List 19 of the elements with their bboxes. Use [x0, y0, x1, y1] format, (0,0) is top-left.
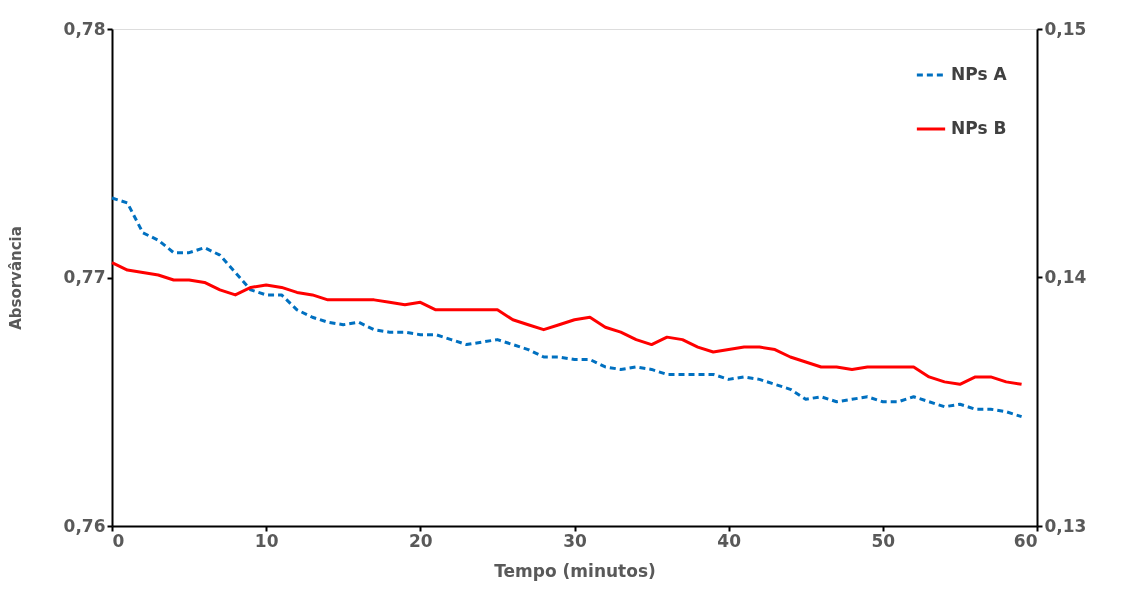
- line-series: [110, 261, 1024, 386]
- x-axis-title: Tempo (minutos): [494, 560, 656, 581]
- x-tick-label: 60: [1013, 530, 1038, 551]
- legend-label: NPs B: [951, 118, 1007, 138]
- y2-tick-label: 0,15: [1044, 18, 1087, 39]
- x-tick-label: 10: [254, 530, 279, 551]
- y2-tick-label: 0,14: [1044, 267, 1087, 287]
- y-tick-label: 0,78: [63, 18, 106, 39]
- y2-tick-label: 0,13: [1044, 515, 1087, 536]
- x-tick-label: 40: [717, 530, 742, 551]
- y-tick-label: 0,76: [63, 515, 106, 536]
- x-tick-label: 20: [409, 530, 433, 551]
- legend-label: NPs A: [951, 64, 1008, 84]
- x-tick-label: 50: [871, 530, 896, 551]
- y-axis-title: Absorvância: [6, 226, 25, 330]
- line-series: [110, 196, 1024, 419]
- x-tick-label: 30: [563, 530, 587, 551]
- y-tick-label: 0,77: [63, 267, 106, 287]
- x-tick-label: 0: [112, 530, 125, 551]
